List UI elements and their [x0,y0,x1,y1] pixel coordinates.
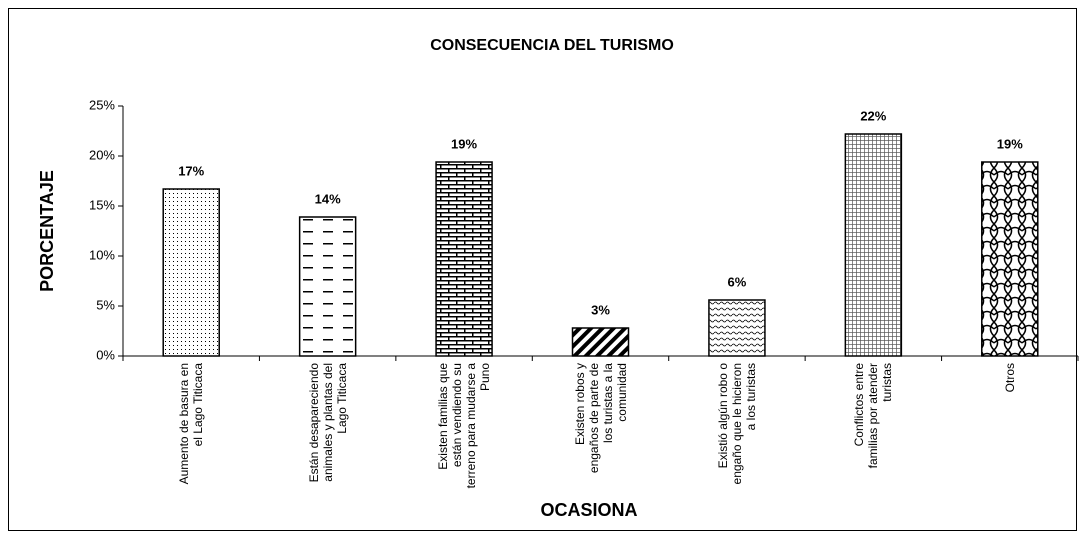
category-text: Están desapareciendo animales y plantas … [306,363,349,483]
frame [8,8,1077,531]
bar [162,188,220,357]
bar [571,327,630,357]
value-label: 6% [728,274,747,289]
category-text: Existen robos y engaños de parte de los … [572,363,629,474]
y-tick-label: 5% [96,297,115,312]
category-text: Conflictos entre familias por atender tu… [852,363,895,469]
bar [981,161,1039,357]
category-text: Existen familias que están vendiendo su … [436,363,493,489]
value-label: 19% [997,136,1023,151]
value-label: 17% [178,163,204,178]
bar [435,161,493,357]
category-text: Otros [1002,363,1017,393]
y-tick-label: 10% [89,247,115,262]
x-axis-title: OCASIONA [540,500,637,520]
value-label: 3% [591,302,610,317]
value-label: 22% [860,108,886,123]
category-text: Existió algún robo o engaño que le hicie… [715,363,758,485]
value-label: 14% [315,191,341,206]
x-tick-label: Otros [950,363,1070,489]
x-tick-label: Existen robos y engaños de parte de los … [541,363,661,489]
x-tick-label: Conflictos entre familias por atender tu… [813,363,933,489]
bar [708,299,766,357]
x-tick-label: Están desapareciendo animales y plantas … [268,363,388,489]
x-tick-label: Existen familias que están vendiendo su … [404,363,524,489]
y-tick-label: 15% [89,197,115,212]
y-tick-label: 0% [96,347,115,362]
bar [844,133,903,357]
category-text: Aumento de basura en el Lago Titicaca [177,363,206,485]
bar [298,216,357,357]
y-axis-title: PORCENTAJE [37,170,57,292]
value-label: 19% [451,136,477,151]
y-tick-label: 25% [89,97,115,112]
chart-title: CONSECUENCIA DEL TURISMO [430,37,674,54]
x-tick-label: Aumento de basura en el Lago Titicaca [131,363,251,489]
y-tick-label: 20% [89,147,115,162]
x-tick-label: Existió algún robo o engaño que le hicie… [677,363,797,489]
